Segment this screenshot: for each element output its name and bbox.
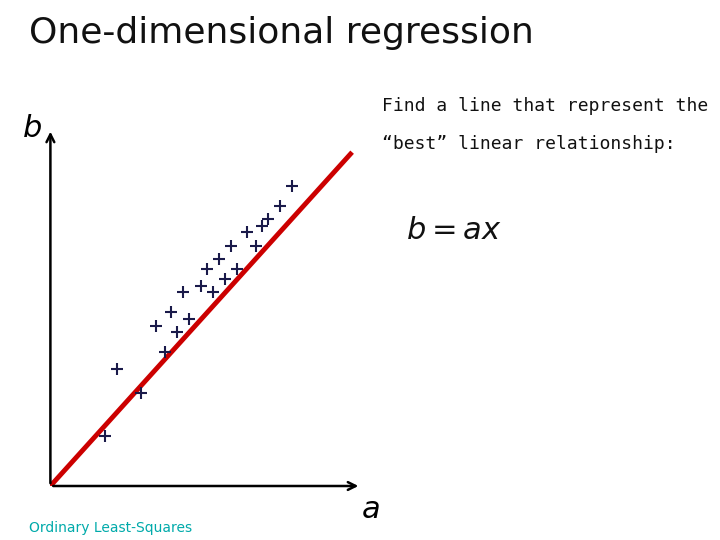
- Point: [232, 265, 243, 273]
- Point: [286, 181, 297, 190]
- Text: One-dimensional regression: One-dimensional regression: [29, 16, 534, 50]
- Point: [177, 288, 189, 296]
- Point: [166, 308, 177, 317]
- Point: [262, 214, 274, 223]
- Point: [220, 275, 231, 284]
- Point: [135, 388, 147, 397]
- Point: [159, 348, 171, 357]
- Point: [184, 315, 195, 323]
- Point: [256, 221, 267, 230]
- Point: [207, 288, 219, 296]
- Point: [171, 328, 183, 337]
- Point: [214, 255, 225, 264]
- Point: [225, 241, 237, 250]
- Point: [111, 365, 122, 374]
- Point: [196, 281, 207, 290]
- Point: [274, 201, 285, 210]
- Text: $b = ax$: $b = ax$: [405, 216, 502, 245]
- Text: “best” linear relationship:: “best” linear relationship:: [382, 135, 675, 153]
- Point: [150, 321, 162, 330]
- Point: [250, 241, 261, 250]
- Text: $a$: $a$: [361, 495, 379, 524]
- Point: [99, 431, 110, 440]
- Point: [202, 265, 213, 273]
- Text: Find a line that represent the: Find a line that represent the: [382, 97, 708, 115]
- Text: Ordinary Least-Squares: Ordinary Least-Squares: [29, 521, 192, 535]
- Point: [240, 228, 252, 237]
- Text: $b$: $b$: [22, 114, 42, 143]
